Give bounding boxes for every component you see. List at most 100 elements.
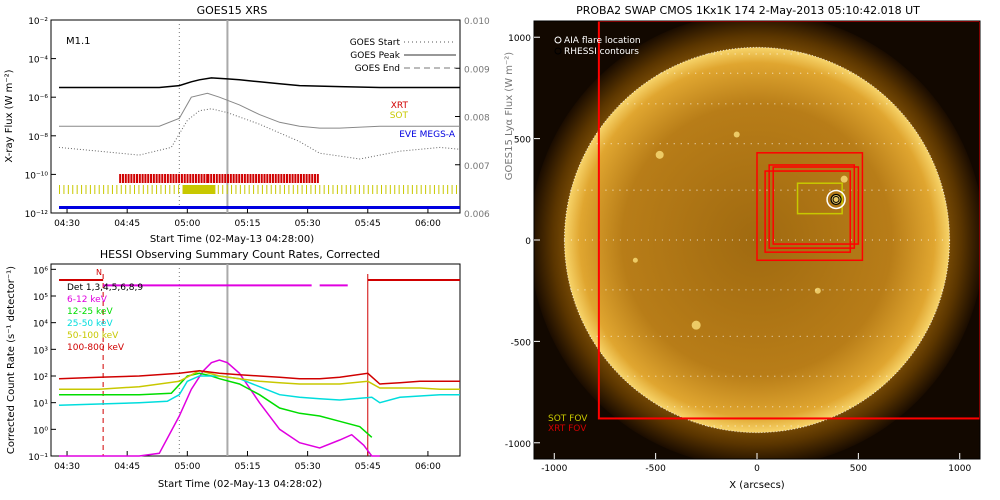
sot-coverage-tick — [89, 185, 91, 194]
sot-coverage-tick — [222, 185, 224, 194]
grid-dot — [829, 189, 831, 191]
xrt-coverage-tick — [144, 174, 147, 183]
active-region — [733, 131, 740, 138]
grid-dot — [701, 335, 703, 337]
xrt-coverage-tick — [175, 174, 178, 183]
sot-coverage-tick — [120, 185, 122, 194]
grid-dot — [864, 289, 866, 291]
grid-dot — [913, 289, 915, 291]
grid-dot — [788, 103, 790, 105]
grid-dot — [886, 375, 888, 377]
xrt-coverage-tick — [288, 174, 291, 183]
sot-coverage-tick — [367, 185, 369, 194]
sot-coverage-tick — [332, 185, 334, 194]
hessi-rate-line — [59, 369, 460, 391]
xrt-coverage-tick — [316, 174, 319, 183]
grid-dot — [837, 375, 839, 377]
grid-dot — [829, 239, 832, 241]
grid-dot — [603, 143, 605, 145]
grid-dot — [745, 239, 748, 241]
eve-coverage-bar — [59, 206, 461, 209]
grid-dot — [710, 289, 712, 291]
grid-dot — [858, 375, 860, 377]
grid-dot — [787, 289, 789, 291]
hessi-rate-line — [58, 375, 460, 407]
sot-coverage-tick — [319, 185, 321, 194]
hessi-legend-entry: 25-50 keV — [67, 319, 113, 329]
goes-y-ticks: 10⁻² 10⁻⁴ 10⁻⁶ 10⁻⁸ 10⁻¹⁰ 10⁻¹² — [25, 17, 56, 220]
grid-dot — [849, 406, 851, 408]
grid-dot — [941, 189, 943, 191]
sot-coverage-tick — [111, 185, 113, 194]
goes-y-tick-label: 10⁻⁴ — [28, 56, 48, 66]
xrt-coverage-tick — [186, 174, 189, 183]
swap-x-label: X (arcsecs) — [729, 480, 785, 491]
sot-coverage-tick — [129, 185, 131, 194]
grid-dot — [885, 289, 887, 291]
sot-coverage-tick — [376, 185, 378, 194]
sot-coverage-tick — [438, 185, 440, 194]
grid-dot — [713, 425, 715, 427]
sot-coverage-tick — [125, 185, 127, 194]
grid-dot — [612, 189, 614, 191]
grid-dot — [741, 425, 743, 427]
grid-dot — [778, 143, 780, 145]
grid-dot — [690, 375, 692, 377]
sot-coverage-tick — [182, 185, 184, 194]
grid-dot — [871, 239, 874, 241]
grid-dot — [741, 53, 743, 55]
grid-dot — [748, 53, 750, 55]
grid-dot — [648, 103, 650, 105]
sot-coverage-tick — [253, 185, 255, 194]
grid-dot — [570, 239, 573, 241]
goes-y2-tick-label: 0.008 — [464, 114, 490, 124]
grid-dot — [920, 189, 922, 191]
grid-dot — [661, 289, 663, 291]
grid-dot — [759, 239, 762, 241]
grid-dot — [647, 289, 649, 291]
grid-dot — [638, 143, 640, 145]
grid-dot — [730, 72, 732, 74]
sot-coverage-tick — [407, 185, 409, 194]
grid-dot — [828, 406, 830, 408]
grid-dot — [871, 289, 873, 291]
grid-dot — [774, 103, 776, 105]
hessi-y-tick-label: 10⁵ — [33, 293, 48, 303]
xrt-coverage-tick — [297, 174, 300, 183]
grid-dot — [802, 375, 804, 377]
xrt-coverage-tick — [121, 174, 124, 183]
sot-fov-label: SOT FOV — [548, 414, 588, 424]
sot-coverage-tick — [279, 185, 281, 194]
grid-dot — [689, 189, 691, 191]
hessi-y-ticks: 10⁶ 10⁵ 10⁴ 10³ 10² 10¹ 10⁰ 10⁻¹ — [28, 266, 56, 463]
grid-dot — [757, 335, 759, 337]
xrt-coverage-tick — [130, 174, 133, 183]
goes-x-tick-label: 04:30 — [54, 219, 80, 229]
grid-dot — [802, 103, 804, 105]
grid-dot — [736, 143, 738, 145]
grid-dot — [801, 189, 803, 191]
goes-start-legend: GOES Start — [350, 38, 401, 48]
hessi-legend-entry: 50-100 keV — [67, 331, 119, 341]
grid-dot — [674, 406, 676, 408]
goes-y2-tick-label: 0.010 — [464, 17, 490, 27]
sot-coverage-tick — [451, 185, 453, 194]
grid-dot — [737, 406, 739, 408]
grid-dot — [668, 239, 671, 241]
grid-dot — [760, 375, 762, 377]
grid-dot — [641, 375, 643, 377]
sot-coverage-tick — [425, 185, 427, 194]
grid-dot — [605, 239, 608, 241]
grid-dot — [648, 375, 650, 377]
grid-dot — [694, 143, 696, 145]
grid-dot — [638, 335, 640, 337]
xrt-coverage-tick — [147, 174, 150, 183]
grid-dot — [673, 335, 675, 337]
grid-dot — [850, 289, 852, 291]
grid-dot — [807, 406, 809, 408]
goes-x-tick-label: 05:30 — [295, 219, 321, 229]
active-region — [814, 287, 821, 294]
sot-coverage-tick — [244, 185, 246, 194]
grid-dot — [801, 289, 803, 291]
grid-dot — [694, 335, 696, 337]
